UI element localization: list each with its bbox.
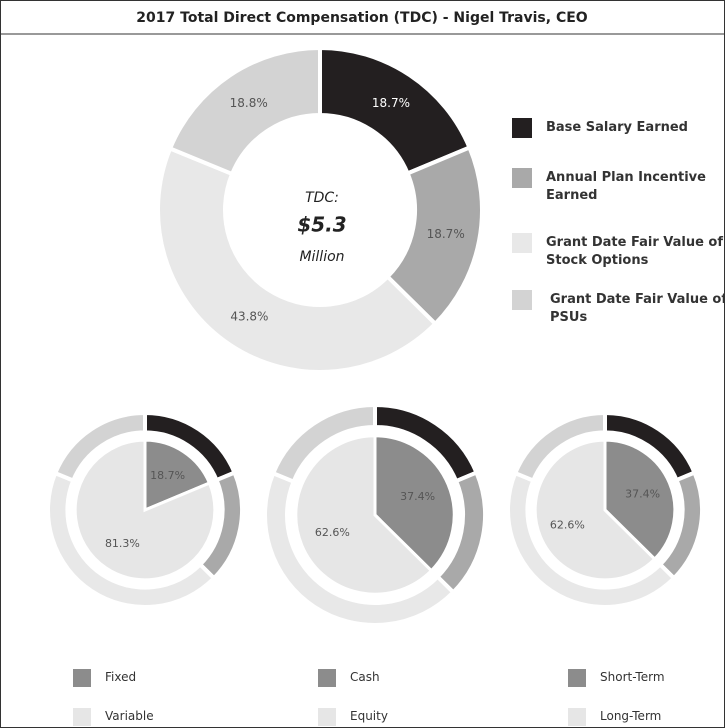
segment [318, 45, 473, 176]
segment [512, 410, 607, 484]
segment [373, 434, 456, 573]
legend-label: Grant Date Fair Value of Stock Options [546, 235, 724, 268]
center-text: Million [299, 249, 344, 265]
segment [73, 438, 217, 582]
legend-swatch [512, 168, 532, 188]
legend-swatch [568, 708, 586, 726]
segment [167, 45, 322, 177]
data-label: 18.8% [230, 96, 268, 110]
center-text: TDC: [305, 190, 339, 206]
data-label: 62.6% [315, 526, 350, 539]
data-label: 43.8% [230, 309, 268, 323]
segment [294, 434, 434, 596]
segment [143, 438, 212, 513]
legend-swatch [512, 118, 532, 138]
data-label: 18.7% [427, 227, 465, 241]
legend-label: Short-Term [600, 670, 665, 684]
legend-swatch [318, 708, 336, 726]
legend-swatch [73, 708, 91, 726]
legend-label: Long-Term [600, 709, 662, 723]
segment [533, 438, 657, 582]
legend-swatch [318, 669, 336, 687]
data-label: 18.7% [372, 96, 410, 110]
legend-label: Grant Date Fair Value of PSUs [550, 292, 725, 325]
legend-label: Annual Plan Incentive Earned [546, 170, 706, 203]
legend-swatch [512, 233, 532, 253]
legend-label: Equity [350, 709, 388, 723]
data-label: 18.7% [150, 469, 185, 482]
legend-label: Cash [350, 670, 380, 684]
legend-label: Variable [105, 709, 154, 723]
data-label: 62.6% [550, 519, 585, 532]
center-text: $5.3 [297, 213, 346, 237]
segment [603, 438, 677, 562]
segment [52, 410, 147, 484]
segment [270, 402, 377, 485]
data-label: 37.4% [400, 490, 435, 503]
legend-swatch [568, 669, 586, 687]
chart-title: 2017 Total Direct Compensation (TDC) - N… [136, 10, 587, 26]
data-label: 81.3% [105, 537, 140, 550]
segment [156, 145, 439, 374]
legend-swatch [73, 669, 91, 687]
legend-swatch [512, 290, 532, 310]
legend-label: Base Salary Earned [546, 120, 688, 135]
data-label: 37.4% [625, 487, 660, 500]
legend-label: Fixed [105, 670, 137, 684]
